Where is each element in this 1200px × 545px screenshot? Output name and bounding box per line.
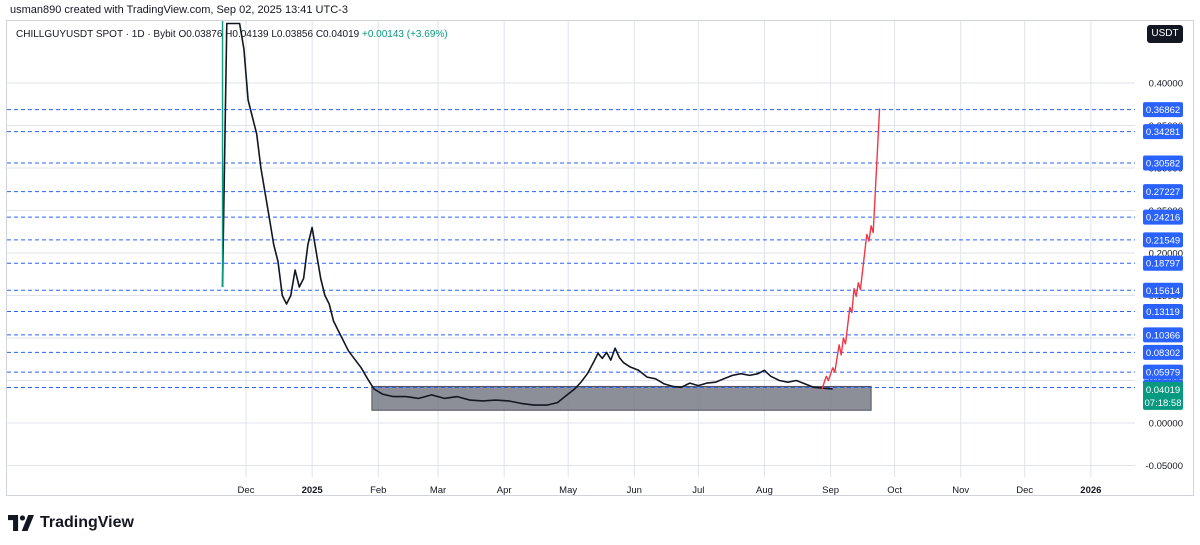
- level-label-box: [1143, 327, 1183, 343]
- level-label-text: 0.24216: [1146, 213, 1180, 224]
- last-price-label-box: [1143, 381, 1183, 410]
- level-label-text: 0.21549: [1146, 235, 1180, 246]
- y-tick-label: 0.20000: [1149, 249, 1183, 260]
- level-label-text: 0.36862: [1146, 105, 1180, 116]
- tradingview-logo-icon: [8, 515, 34, 531]
- y-tick-label: -0.05000: [1145, 461, 1183, 472]
- level-label-text: 0.30582: [1146, 159, 1180, 170]
- x-tick-label: Feb: [370, 485, 386, 496]
- ohlc-high: H0.04139: [225, 29, 269, 40]
- ohlc-low: L0.03856: [271, 29, 314, 40]
- level-label-text: 0.18797: [1146, 259, 1180, 270]
- chart-background: [7, 21, 1193, 495]
- level-label-text: 0.27227: [1146, 187, 1180, 198]
- ohlc-open: O0.03876: [178, 29, 223, 40]
- x-tick-label: May: [559, 485, 577, 496]
- x-tick-label: Oct: [887, 485, 902, 496]
- level-label-box: [1143, 102, 1183, 118]
- projection-line: [821, 108, 881, 390]
- level-label-box: [1143, 344, 1183, 360]
- y-tick-label: 0.40000: [1149, 79, 1183, 90]
- x-tick-label: Dec: [1016, 485, 1033, 496]
- x-tick-label: Sep: [822, 485, 839, 496]
- level-label-box: [1143, 184, 1183, 200]
- bar-countdown: 07:18:58: [1145, 398, 1182, 409]
- chart-panel[interactable]: 0.400000.350000.300000.250000.200000.150…: [6, 20, 1194, 496]
- price-chart[interactable]: 0.400000.350000.300000.250000.200000.150…: [7, 21, 1194, 496]
- level-label-box: [1143, 303, 1183, 319]
- level-label-box: [1143, 232, 1183, 248]
- x-tick-label: Apr: [497, 485, 512, 496]
- level-label-box: [1143, 209, 1183, 225]
- ohlc-change: +0.00143 (+3.69%): [361, 29, 448, 40]
- level-label-box: [1143, 255, 1183, 271]
- ohlc-close: C0.04019: [315, 29, 360, 40]
- level-label-text: 0.10366: [1146, 330, 1180, 341]
- y-tick-label: 0.00000: [1149, 419, 1183, 430]
- x-tick-label: 2025: [302, 485, 324, 496]
- level-label-box: [1143, 282, 1183, 298]
- x-tick-label: Dec: [238, 485, 255, 496]
- x-tick-label: 2026: [1080, 485, 1101, 496]
- symbol-name[interactable]: CHILLGUYUSDT SPOT · 1D · Bybit: [16, 29, 176, 40]
- x-tick-label: Nov: [952, 485, 969, 496]
- tradingview-brand[interactable]: TradingView: [40, 514, 134, 531]
- level-label-text: 0.15614: [1146, 286, 1180, 297]
- price-series-line: [221, 22, 833, 406]
- x-tick-label: Jul: [692, 485, 704, 496]
- x-tick-label: Aug: [756, 485, 773, 496]
- level-label-text: 0.34281: [1146, 127, 1180, 138]
- x-tick-label: Mar: [430, 485, 446, 496]
- footer: TradingView: [8, 512, 134, 534]
- attribution-text: usman890 created with TradingView.com, S…: [10, 4, 348, 16]
- accumulation-zone: [371, 385, 872, 411]
- level-label-box: [1143, 124, 1183, 140]
- last-price-value: 0.04019: [1146, 385, 1180, 396]
- x-tick-label: Jun: [627, 485, 642, 496]
- level-label-text: 0.05979: [1146, 368, 1180, 379]
- currency-button[interactable]: USDT: [1147, 25, 1183, 43]
- level-label-text: 0.13119: [1146, 307, 1180, 318]
- level-label-box: [1143, 364, 1183, 380]
- level-label-box: [1143, 155, 1183, 171]
- level-label-text: 0.08302: [1146, 348, 1180, 359]
- symbol-legend: CHILLGUYUSDT SPOT · 1D · Bybit O0.03876 …: [16, 29, 448, 40]
